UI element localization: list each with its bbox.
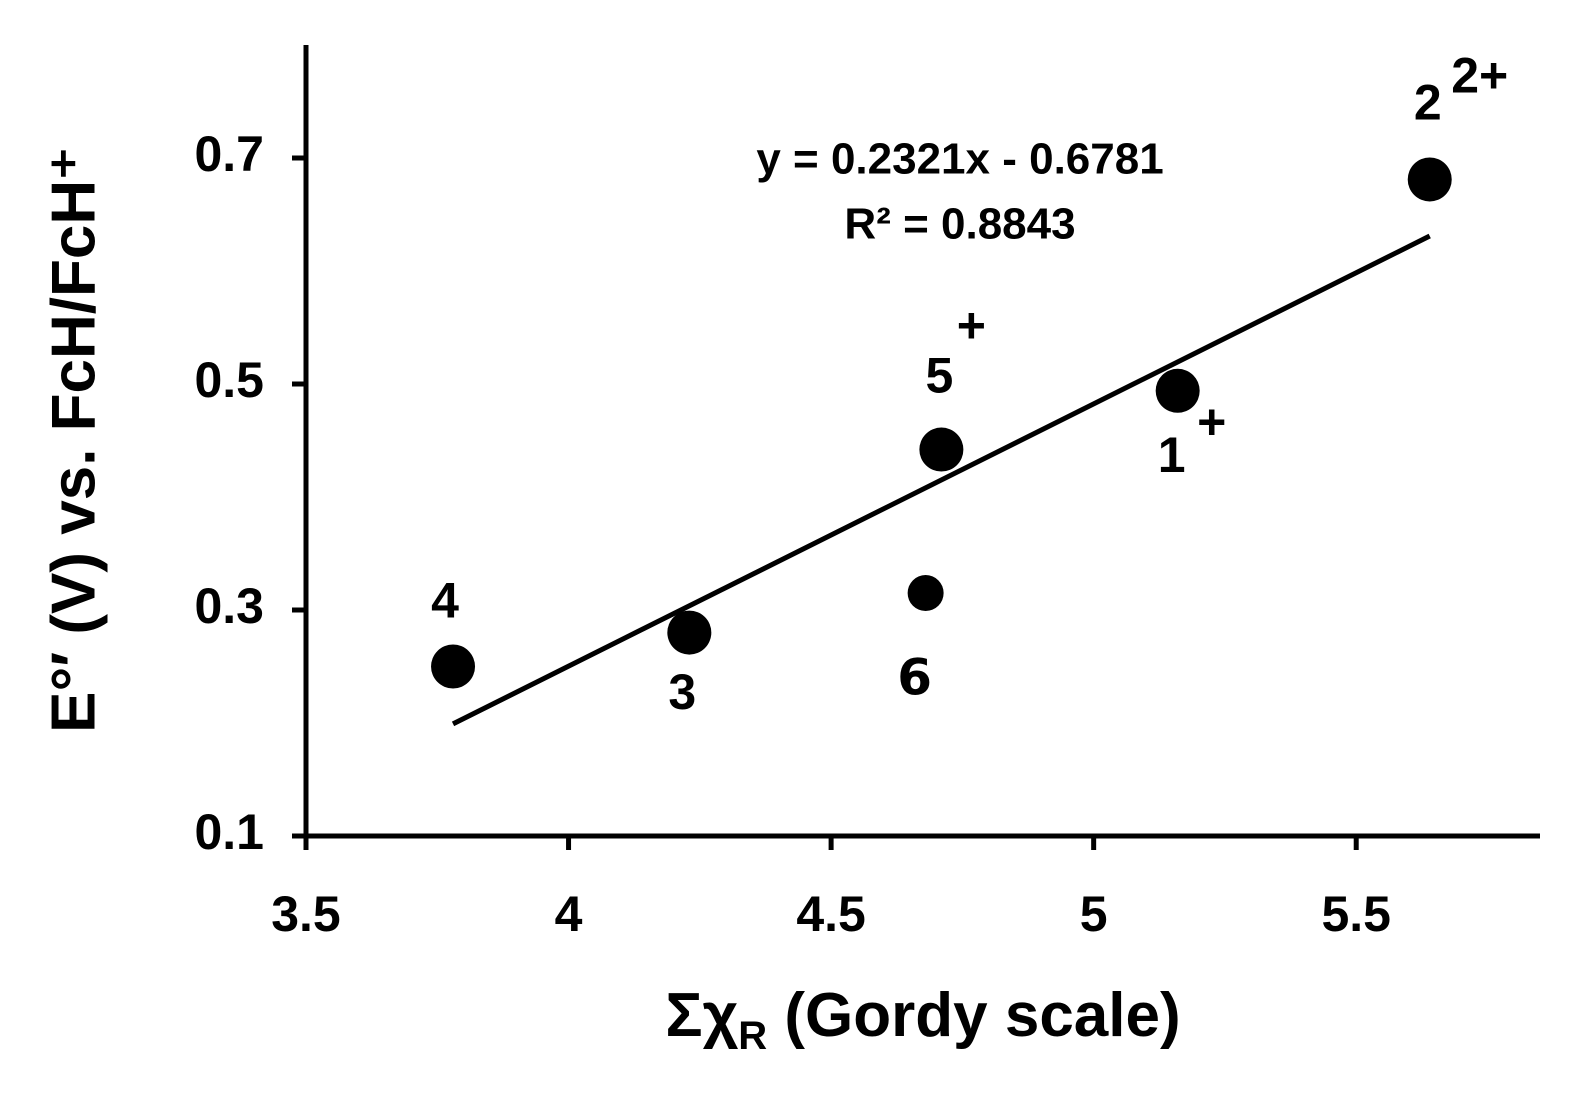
point-label: 5 [925,348,953,404]
x-title-sub: R [738,1014,767,1058]
x-tick-label: 4 [555,886,583,942]
point [907,575,944,612]
x-tick-label: 5.5 [1321,886,1391,942]
y-axis-title: E°′ (V) vs. FcH/FcH⁺ [39,147,108,733]
x-tick-label: 4.5 [796,886,866,942]
point-label: 4 [431,573,459,629]
point-label: 6 [897,649,932,707]
y-tick-label: 0.3 [194,578,264,634]
point-label: 3 [668,664,696,720]
trend-r-squared: R² = 0.8843 [844,200,1075,249]
point [919,427,964,472]
point [1407,157,1452,202]
point [1155,368,1200,413]
x-tick-label: 5 [1080,886,1108,942]
point-charge: 2+ [1451,48,1508,104]
point-charge: + [1197,394,1226,450]
y-tick-label: 0.1 [194,804,264,860]
point [667,610,712,655]
trendline [451,233,1431,727]
trend-equation: y = 0.2321x - 0.6781 [756,135,1163,184]
y-tick-label: 0.7 [194,126,264,182]
y-tick-label: 0.5 [194,352,264,408]
x-title-rest: (Gordy scale) [767,981,1180,1050]
point-label: 1 [1158,427,1186,483]
x-tick-label: 3.5 [271,886,341,942]
point-charge: + [957,298,986,354]
x-axis-title: ΣχR (Gordy scale) [665,981,1180,1057]
x-title-main: Σχ [665,981,738,1050]
point [431,644,476,689]
point-label: 2 [1414,75,1442,131]
